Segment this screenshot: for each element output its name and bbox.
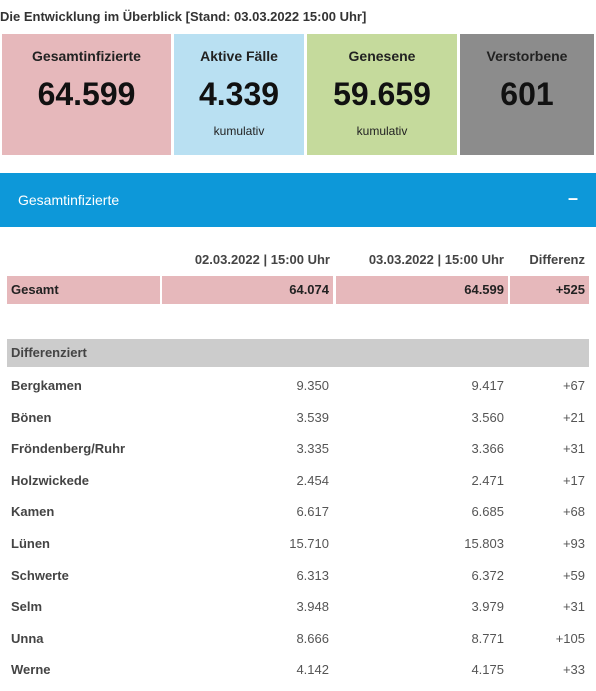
- table-row: Werne 4.142 4.175 +33: [7, 654, 589, 686]
- row-value-1: 8.666: [296, 630, 329, 646]
- row-name: Schwerte: [11, 567, 69, 583]
- row-difference: +68: [562, 504, 585, 520]
- card-value: 64.599: [37, 76, 136, 112]
- row-difference: +59: [562, 567, 585, 583]
- row-value-2: 4.175: [471, 662, 504, 678]
- row-value-2: 3.366: [471, 441, 504, 457]
- card-label: Gesamtinfizierte: [32, 48, 141, 64]
- row-name: Bönen: [11, 409, 52, 425]
- table-body: Bergkamen 9.350 9.417 +67 Bönen 3.539 3.…: [7, 370, 589, 686]
- summary-cards: Gesamtinfizierte 64.599 Aktive Fälle 4.3…: [2, 34, 594, 155]
- table-row-total: Gesamt 64.074 64.599 +525: [7, 276, 589, 304]
- row-difference: +33: [562, 662, 585, 678]
- card-total-infected: Gesamtinfizierte 64.599: [2, 34, 171, 155]
- row-name: Selm: [11, 599, 43, 615]
- row-value-1: 6.313: [296, 567, 329, 583]
- table-row: Selm 3.948 3.979 +31: [7, 591, 589, 623]
- table-row: Bergkamen 9.350 9.417 +67: [7, 370, 589, 402]
- card-deceased: Verstorbene 601: [460, 34, 594, 155]
- row-value-1: 9.350: [296, 378, 329, 393]
- card-label: Genesene: [348, 48, 416, 64]
- card-value: 59.659: [333, 76, 431, 112]
- table-row: Fröndenberg/Ruhr 3.335 3.366 +31: [7, 433, 589, 465]
- row-value-2: 6.372: [471, 567, 504, 583]
- row-name: Fröndenberg/Ruhr: [11, 441, 126, 457]
- row-difference: +67: [562, 378, 585, 393]
- table-row: Kamen 6.617 6.685 +68: [7, 496, 589, 528]
- card-label: Verstorbene: [486, 48, 568, 64]
- card-value: 601: [500, 76, 554, 112]
- card-label: Aktive Fälle: [200, 48, 278, 64]
- card-recovered: Genesene 59.659 kumulativ: [307, 34, 457, 155]
- total-value-2: 64.599: [336, 276, 508, 304]
- column-header-date-2: 03.03.2022 | 15:00 Uhr: [368, 252, 504, 267]
- table-row: Holzwickede 2.454 2.471 +17: [7, 465, 589, 497]
- row-value-1: 3.335: [296, 441, 329, 457]
- card-value: 4.339: [198, 76, 280, 112]
- accordion-title: Gesamtinfizierte: [18, 192, 120, 208]
- column-header-date-1: 02.03.2022 | 15:00 Uhr: [194, 252, 330, 267]
- row-difference: +21: [562, 409, 585, 425]
- table-row: Lünen 15.710 15.803 +93: [7, 528, 589, 560]
- row-name: Kamen: [11, 504, 55, 520]
- row-value-1: 6.617: [296, 504, 329, 520]
- column-header-difference: Differenz: [529, 252, 585, 267]
- table-row: Schwerte 6.313 6.372 +59: [7, 560, 589, 592]
- row-value-2: 15.803: [464, 535, 504, 551]
- row-value-2: 3.560: [471, 409, 504, 425]
- row-value-2: 9.417: [471, 378, 504, 393]
- row-value-2: 6.685: [471, 504, 504, 520]
- accordion-header-total-infected[interactable]: Gesamtinfizierte –: [0, 173, 596, 227]
- total-value-1: 64.074: [162, 276, 333, 304]
- row-name: Bergkamen: [11, 378, 82, 393]
- row-difference: +31: [562, 441, 585, 457]
- row-name: Unna: [11, 630, 44, 646]
- row-value-1: 15.710: [289, 535, 329, 551]
- row-name: Holzwickede: [11, 472, 90, 488]
- row-value-2: 8.771: [471, 630, 504, 646]
- row-name: Lünen: [11, 535, 50, 551]
- table-row: Unna 8.666 8.771 +105: [7, 623, 589, 655]
- card-active-cases: Aktive Fälle 4.339 kumulativ: [174, 34, 304, 155]
- section-header-differenziert: Differenziert: [7, 339, 589, 367]
- row-value-2: 3.979: [471, 599, 504, 615]
- row-value-1: 3.539: [296, 409, 329, 425]
- row-difference: +17: [562, 472, 585, 488]
- page-heading: Die Entwicklung im Überblick [Stand: 03.…: [0, 9, 367, 24]
- total-label: Gesamt: [7, 276, 160, 304]
- row-difference: +105: [555, 630, 585, 646]
- collapse-icon[interactable]: –: [567, 188, 578, 208]
- row-difference: +31: [562, 599, 585, 615]
- row-value-1: 4.142: [296, 662, 329, 678]
- row-value-2: 2.471: [471, 472, 504, 488]
- row-value-1: 2.454: [296, 472, 329, 488]
- row-name: Werne: [11, 662, 51, 678]
- card-sub: kumulativ: [213, 124, 265, 138]
- row-difference: +93: [562, 535, 585, 551]
- total-difference: +525: [510, 276, 589, 304]
- card-sub: kumulativ: [356, 124, 408, 138]
- row-value-1: 3.948: [296, 599, 329, 615]
- table-row: Bönen 3.539 3.560 +21: [7, 402, 589, 434]
